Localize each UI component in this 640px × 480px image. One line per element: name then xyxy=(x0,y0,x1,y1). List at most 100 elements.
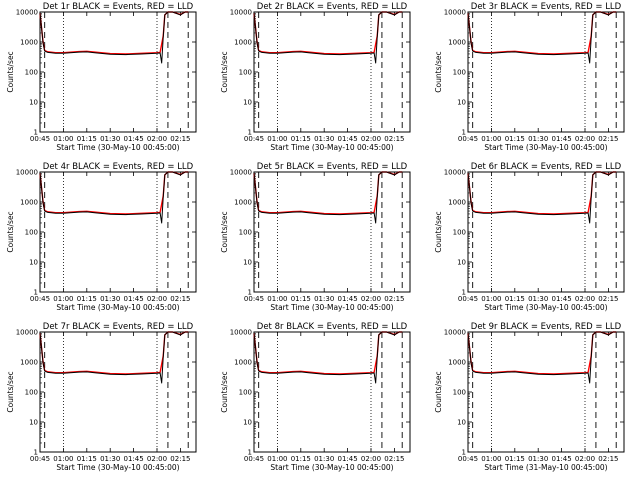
x-tick-label: 01:45 xyxy=(338,135,358,143)
chart-panel-5: Det 5r BLACK = Events, RED = LLD 1 10 100 10… xyxy=(220,162,411,312)
y-tick-label: 10 xyxy=(457,99,466,107)
x-tick-label: 02:00 xyxy=(575,455,595,463)
y-tick-label: 10000 xyxy=(230,9,252,17)
x-tick-label: 01:15 xyxy=(505,135,525,143)
chart-title: Det 8r BLACK = Events, RED = LLD xyxy=(257,322,408,332)
x-tick-label: 02:15 xyxy=(170,135,190,143)
chart-title: Det 5r BLACK = Events, RED = LLD xyxy=(257,162,408,172)
lld-series-line xyxy=(467,331,617,375)
y-tick-label: 10000 xyxy=(16,329,38,337)
x-tick-label: 01:30 xyxy=(100,455,120,463)
y-tick-label: 100 xyxy=(453,69,466,77)
x-tick-label: 02:00 xyxy=(575,135,595,143)
events-series-line xyxy=(39,11,189,64)
x-tick-label: 01:15 xyxy=(291,455,311,463)
x-tick-label: 02:00 xyxy=(147,295,167,303)
y-tick-label: 1 xyxy=(462,129,466,137)
chart-title: Det 2r BLACK = Events, RED = LLD xyxy=(257,2,408,12)
y-tick-label: 1000 xyxy=(234,199,252,207)
chart-panel-4: Det 4r BLACK = Events, RED = LLD 1 10 100 10… xyxy=(6,162,197,312)
x-tick-label: 01:30 xyxy=(314,135,334,143)
x-tick-label: 02:00 xyxy=(147,455,167,463)
y-axis-label: Counts/sec xyxy=(434,371,443,412)
chart-title: Det 1r BLACK = Events, RED = LLD xyxy=(43,2,194,12)
chart-panel-9: Det 9r BLACK = Events, RED = LLD 1 10 100 10… xyxy=(434,322,625,472)
x-tick-label: 02:15 xyxy=(598,295,618,303)
y-tick-label: 1000 xyxy=(20,359,38,367)
x-tick-label: 01:15 xyxy=(291,295,311,303)
lld-series-line xyxy=(253,171,403,215)
events-series-line xyxy=(39,171,189,224)
lld-series-line xyxy=(39,171,189,215)
y-axis-label: Counts/sec xyxy=(6,371,15,412)
y-tick-label: 1000 xyxy=(448,39,466,47)
x-tick-label: 01:15 xyxy=(77,455,97,463)
x-tick-label: 02:15 xyxy=(384,295,404,303)
y-tick-label: 100 xyxy=(239,229,252,237)
x-axis-label: Start Time (30-May-10 00:45:00) xyxy=(56,143,179,152)
y-tick-label: 1 xyxy=(248,289,252,297)
x-tick-label: 02:15 xyxy=(170,295,190,303)
y-tick-label: 100 xyxy=(453,389,466,397)
lld-series-line xyxy=(467,171,617,215)
x-axis-label: Start Time (30-May-10 00:45:00) xyxy=(56,463,179,472)
chart-title: Det 3r BLACK = Events, RED = LLD xyxy=(471,2,622,12)
x-tick-label: 01:30 xyxy=(314,455,334,463)
y-tick-label: 10000 xyxy=(230,169,252,177)
lld-series-line xyxy=(253,11,403,55)
events-series-line xyxy=(467,11,617,64)
x-tick-label: 01:15 xyxy=(291,135,311,143)
lld-series-line xyxy=(253,331,403,375)
x-tick-label: 00:45 xyxy=(30,455,50,463)
chart-panel-3: Det 3r BLACK = Events, RED = LLD 1 10 100 10… xyxy=(434,2,625,152)
x-tick-label: 01:30 xyxy=(528,295,548,303)
x-tick-label: 01:00 xyxy=(267,135,287,143)
y-tick-label: 10 xyxy=(29,419,38,427)
x-tick-label: 01:45 xyxy=(338,295,358,303)
y-tick-label: 100 xyxy=(25,229,38,237)
x-tick-label: 01:45 xyxy=(124,295,144,303)
y-tick-label: 10000 xyxy=(444,169,466,177)
y-tick-label: 1000 xyxy=(448,199,466,207)
x-tick-label: 01:45 xyxy=(552,135,572,143)
y-tick-label: 10 xyxy=(243,259,252,267)
x-tick-label: 01:00 xyxy=(53,135,73,143)
x-tick-label: 02:15 xyxy=(598,455,618,463)
x-tick-label: 02:15 xyxy=(384,135,404,143)
y-tick-label: 1000 xyxy=(234,359,252,367)
chart-panel-7: Det 7r BLACK = Events, RED = LLD 1 10 100 10… xyxy=(6,322,197,472)
x-tick-label: 00:45 xyxy=(244,455,264,463)
x-tick-label: 00:45 xyxy=(458,135,478,143)
x-tick-label: 01:15 xyxy=(505,295,525,303)
y-tick-label: 10 xyxy=(29,259,38,267)
x-tick-label: 02:15 xyxy=(170,455,190,463)
chart-title: Det 6r BLACK = Events, RED = LLD xyxy=(471,162,622,172)
y-tick-label: 1000 xyxy=(448,359,466,367)
x-tick-label: 01:00 xyxy=(267,455,287,463)
x-tick-label: 01:30 xyxy=(528,455,548,463)
x-axis-label: Start Time (31-May-10 00:45:00) xyxy=(484,463,607,472)
chart-panel-1: Det 1r BLACK = Events, RED = LLD 1 10 100 10… xyxy=(6,2,197,152)
x-tick-label: 00:45 xyxy=(30,295,50,303)
y-tick-label: 1000 xyxy=(20,199,38,207)
x-tick-label: 02:15 xyxy=(598,135,618,143)
y-tick-label: 1 xyxy=(248,449,252,457)
y-axis-label: Counts/sec xyxy=(6,211,15,252)
x-tick-label: 01:15 xyxy=(77,135,97,143)
x-tick-label: 00:45 xyxy=(244,135,264,143)
x-tick-label: 01:30 xyxy=(100,135,120,143)
y-axis-label: Counts/sec xyxy=(220,211,229,252)
y-tick-label: 10000 xyxy=(16,9,38,17)
y-tick-label: 1 xyxy=(248,129,252,137)
y-axis-label: Counts/sec xyxy=(220,371,229,412)
y-tick-label: 1 xyxy=(462,449,466,457)
y-tick-label: 100 xyxy=(453,229,466,237)
x-axis-label: Start Time (30-May-10 00:45:00) xyxy=(270,143,393,152)
events-series-line xyxy=(467,171,617,224)
lld-series-line xyxy=(39,11,189,55)
events-series-line xyxy=(39,331,189,384)
x-tick-label: 00:45 xyxy=(244,295,264,303)
x-axis-label: Start Time (30-May-10 00:45:00) xyxy=(270,303,393,312)
x-tick-label: 00:45 xyxy=(458,295,478,303)
x-tick-label: 01:00 xyxy=(481,455,501,463)
